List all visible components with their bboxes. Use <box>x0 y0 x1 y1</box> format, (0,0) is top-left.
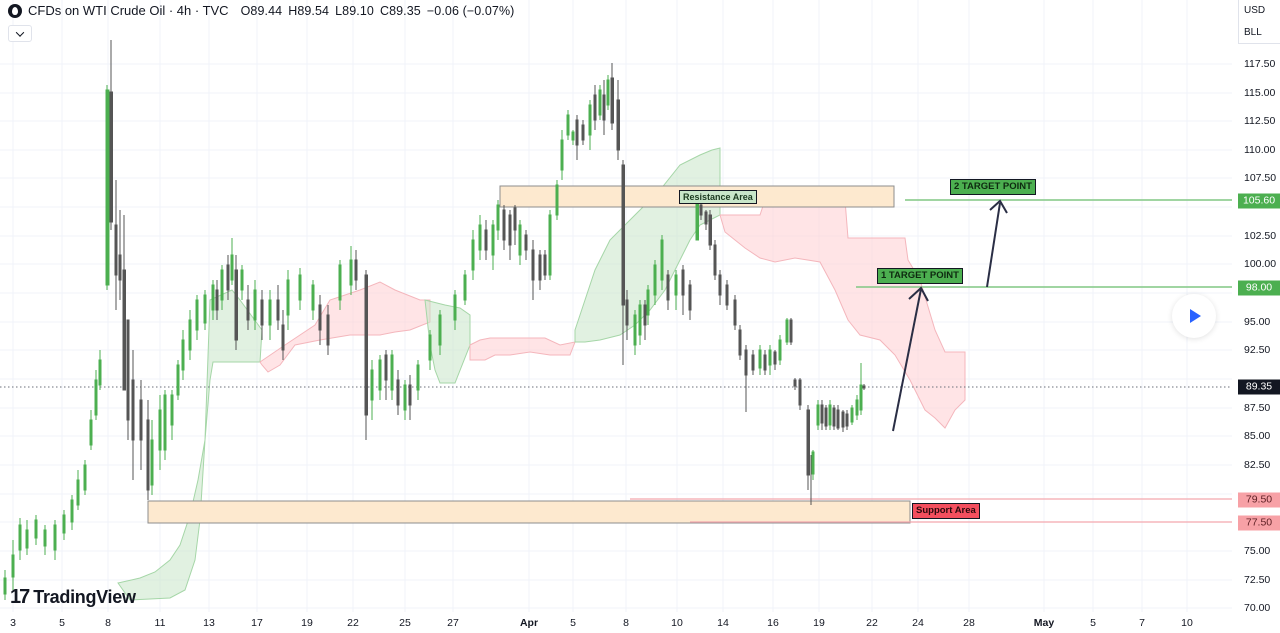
price-axis[interactable] <box>1232 0 1280 612</box>
price-tick: 82.50 <box>1244 459 1271 471</box>
ohlc-close: C89.35 <box>379 3 421 18</box>
price-tick: 100.00 <box>1244 258 1277 270</box>
time-tick: 10 <box>1181 617 1193 629</box>
chevron-down-icon <box>15 27 25 37</box>
oil-drop-icon <box>8 3 22 18</box>
price-tick: 87.50 <box>1244 402 1271 414</box>
support-lower-price-tag: 77.50 <box>1238 515 1280 531</box>
price-tick: 112.50 <box>1244 115 1276 127</box>
time-axis[interactable]: 3 5 8 11 13 17 19 22 25 27 Apr 5 8 10 14… <box>0 612 1232 633</box>
ohlc-change: −0.06 (−0.07%) <box>426 3 515 18</box>
time-tick: 10 <box>671 617 683 629</box>
time-tick: 13 <box>203 617 215 629</box>
price-tick: 75.00 <box>1244 545 1271 557</box>
time-tick: 8 <box>105 617 111 629</box>
price-tick: 117.50 <box>1244 58 1276 70</box>
time-tick: 11 <box>154 617 166 629</box>
price-tick: 85.00 <box>1244 430 1271 442</box>
price-tick: 70.00 <box>1244 602 1271 614</box>
ohlc-open: O89.44 <box>240 3 283 18</box>
last-price-tag: 89.35 <box>1238 379 1280 395</box>
time-tick: 14 <box>717 617 729 629</box>
price-tick: 102.50 <box>1244 230 1277 242</box>
support-zone <box>147 500 911 524</box>
price-tick: 95.00 <box>1244 316 1271 328</box>
symbol-title[interactable]: CFDs on WTI Crude Oil · 4h · TVC <box>28 3 229 18</box>
time-tick: 17 <box>251 617 263 629</box>
time-tick: 8 <box>623 617 629 629</box>
support-upper-price-tag: 79.50 <box>1238 492 1280 508</box>
price-tick: 72.50 <box>1244 574 1271 586</box>
time-tick: 27 <box>447 617 459 629</box>
target-point-2-label[interactable]: 2 TARGET POINT <box>950 179 1036 195</box>
tradingview-logo[interactable]: 17 TradingView <box>10 586 136 609</box>
legend-collapse-button[interactable] <box>8 25 32 42</box>
projection-arrows <box>892 199 1008 432</box>
time-tick: 22 <box>866 617 878 629</box>
time-tick: 19 <box>301 617 313 629</box>
time-tick: 24 <box>912 617 924 629</box>
time-tick: 25 <box>399 617 411 629</box>
time-tick: 16 <box>767 617 779 629</box>
price-tick: 115.00 <box>1244 87 1276 99</box>
time-tick-month: May <box>1033 617 1055 629</box>
currency-unit-selector[interactable]: USD BLL <box>1238 0 1280 44</box>
time-tick: 5 <box>59 617 65 629</box>
time-tick: 19 <box>813 617 825 629</box>
ohlc-high: H89.54 <box>288 3 330 18</box>
ohlc-low: L89.10 <box>335 3 374 18</box>
price-chart <box>0 0 1232 612</box>
resistance-area-label[interactable]: Resistance Area <box>679 190 757 204</box>
time-tick-month: Apr <box>519 617 539 629</box>
chart-plot-area[interactable] <box>0 0 1232 612</box>
target-1-price-tag: 98.00 <box>1238 280 1280 296</box>
time-tick: 3 <box>10 617 16 629</box>
tradingview-logo-icon: 17 <box>10 586 30 608</box>
target-2-price-tag: 105.60 <box>1238 193 1280 209</box>
support-area-label[interactable]: Support Area <box>912 503 980 519</box>
target-point-1-label[interactable]: 1 TARGET POINT <box>877 268 963 284</box>
candlesticks <box>3 40 866 600</box>
play-icon <box>1190 309 1201 323</box>
time-tick: 7 <box>1139 617 1145 629</box>
price-tick: 92.50 <box>1244 344 1271 356</box>
symbol-legend[interactable]: CFDs on WTI Crude Oil · 4h · TVC O89.44 … <box>8 3 514 18</box>
time-tick: 22 <box>347 617 359 629</box>
ichimoku-cloud <box>117 147 966 601</box>
scroll-to-realtime-button[interactable] <box>1172 294 1216 338</box>
time-tick: 5 <box>570 617 576 629</box>
time-tick: 28 <box>963 617 975 629</box>
tradingview-wordmark: TradingView <box>33 587 136 607</box>
unit-label: BLL <box>1244 27 1262 38</box>
price-tick: 107.50 <box>1244 172 1277 184</box>
time-tick: 5 <box>1090 617 1096 629</box>
currency-label: USD <box>1244 5 1266 16</box>
price-tick: 110.00 <box>1244 144 1276 156</box>
